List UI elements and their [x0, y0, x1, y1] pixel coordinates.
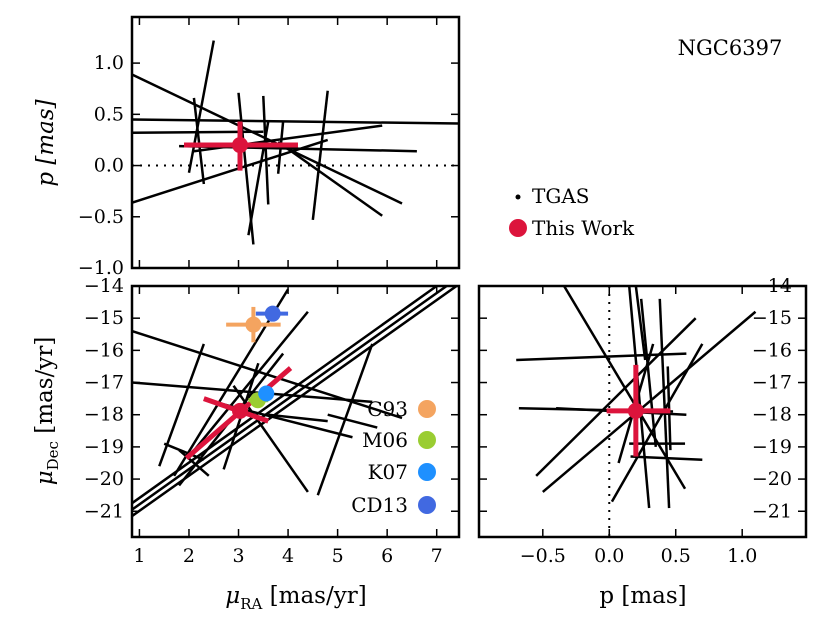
- top-tgas-segment: [262, 95, 270, 205]
- br-ytick-label: −16: [752, 339, 792, 361]
- bl-legend-c93-label: C93: [367, 397, 408, 421]
- top-tgas-segment: [311, 90, 329, 220]
- top-tgas-segment: [132, 118, 459, 125]
- top-ytick-label: −1.0: [78, 257, 124, 279]
- bl-ytick-label: −17: [84, 372, 124, 394]
- bl-xtick-label: 4: [282, 545, 294, 567]
- bottom-left-y-axis-label: μDec [mas/yr]: [32, 337, 62, 486]
- br-ytick-label: −14: [752, 275, 792, 297]
- br-tgas-segment: [639, 298, 658, 448]
- top-panel-plot: [132, 40, 459, 245]
- bl-ytick-label: −15: [84, 307, 124, 329]
- bl-tgas-segment: [268, 413, 328, 423]
- bl-k07-point: [258, 385, 275, 402]
- bottom-left-panel-frame: [130, 284, 461, 539]
- bl-tgas-segment: [232, 385, 309, 493]
- top-ytick-label: 0.0: [94, 155, 124, 177]
- bl-tgas-segment: [188, 310, 309, 458]
- bl-ytick-label: −20: [84, 468, 124, 490]
- bl-legend-k07-label: K07: [368, 460, 408, 484]
- legend-tgas-label: TGAS: [532, 184, 589, 208]
- top-tgas-segment: [277, 140, 383, 217]
- top-ytick-label: 0.5: [94, 103, 124, 125]
- br-tgas-segment: [610, 343, 704, 503]
- top-tgas-segment: [187, 40, 215, 173]
- bl-xtick-label: 1: [133, 545, 145, 567]
- chart-title: NGC6397: [678, 36, 783, 60]
- br-this-work-point: [627, 402, 644, 419]
- bl-legend-c93-marker: [418, 400, 436, 418]
- bl-tgas-segment: [327, 413, 378, 429]
- bl-ytick-label: −16: [84, 339, 124, 361]
- br-tgas-segment: [666, 366, 672, 451]
- bottom-left-x-axis-label: μRA [mas/yr]: [225, 583, 366, 613]
- bl-ytick-label: −18: [84, 404, 124, 426]
- top-tgas-segment: [276, 121, 285, 174]
- bl-xtick-label: 3: [232, 545, 244, 567]
- tick-marks: −1.0 −0.5 0.0 0.5 1.0 −21 −20 −19 −18 −17 −16 −15 −1…: [78, 17, 806, 567]
- br-xtick-label: 0.0: [594, 545, 624, 567]
- bl-ytick-label: −21: [84, 500, 124, 522]
- top-ytick-label: 1.0: [94, 52, 124, 74]
- bl-tgas-segment: [178, 449, 210, 477]
- bl-legend-cd13-label: CD13: [351, 493, 408, 517]
- bl-ytick-label: −19: [84, 436, 124, 458]
- legend-this-work-label: This Work: [532, 216, 635, 240]
- legend: TGAS This Work: [509, 184, 635, 240]
- bl-legend-m06-marker: [418, 431, 436, 449]
- bl-xtick-label: 7: [431, 545, 443, 567]
- bl-xtick-label: 2: [183, 545, 195, 567]
- bottom-left-panel-plot: C93 M06 K07 CD13: [132, 286, 458, 518]
- br-xtick-label: −0.5: [520, 545, 566, 567]
- br-ytick-label: −21: [752, 500, 792, 522]
- bl-cd13-point: [264, 305, 281, 322]
- legend-tgas-marker: [515, 194, 521, 200]
- bl-tgas-segment: [132, 286, 448, 511]
- top-panel-frame: [130, 15, 461, 270]
- bl-legend-cd13-marker: [418, 496, 436, 514]
- top-tgas-segment: [192, 97, 206, 185]
- bottom-right-panel-plot: [516, 286, 757, 537]
- bl-this-work-point: [232, 402, 249, 419]
- bl-ytick-label: −14: [84, 275, 124, 297]
- br-tgas-segment: [535, 317, 697, 477]
- br-xtick-label: 0.5: [661, 545, 691, 567]
- top-y-axis-label: p [mas]: [33, 99, 59, 186]
- bl-xtick-label: 5: [332, 545, 344, 567]
- top-ytick-label: −0.5: [78, 206, 124, 228]
- bottom-right-x-axis-label: p [mas]: [599, 583, 686, 609]
- top-this-work-point: [232, 137, 249, 154]
- bl-c93-point: [245, 316, 262, 333]
- br-tgas-segment: [658, 298, 671, 509]
- br-tgas-segment: [516, 352, 687, 362]
- br-ytick-label: −15: [752, 307, 792, 329]
- legend-this-work-marker: [509, 219, 527, 237]
- bottom-right-panel-frame: [477, 284, 808, 539]
- br-tgas-segment: [541, 310, 757, 493]
- br-xtick-label: 1.0: [727, 545, 757, 567]
- top-tgas-segment: [132, 138, 329, 204]
- br-ytick-label: −20: [752, 468, 792, 490]
- br-ytick-label: −19: [752, 436, 792, 458]
- br-ytick-label: −18: [752, 404, 792, 426]
- bl-legend-k07-marker: [418, 463, 436, 481]
- br-tgas-segment: [634, 286, 647, 361]
- bl-tgas-segment: [163, 442, 205, 461]
- bl-tgas-segment: [316, 343, 374, 496]
- bl-legend-m06-label: M06: [362, 428, 408, 452]
- bl-xtick-label: 6: [381, 545, 393, 567]
- br-ytick-label: −17: [752, 372, 792, 394]
- br-tgas-segment: [627, 286, 651, 509]
